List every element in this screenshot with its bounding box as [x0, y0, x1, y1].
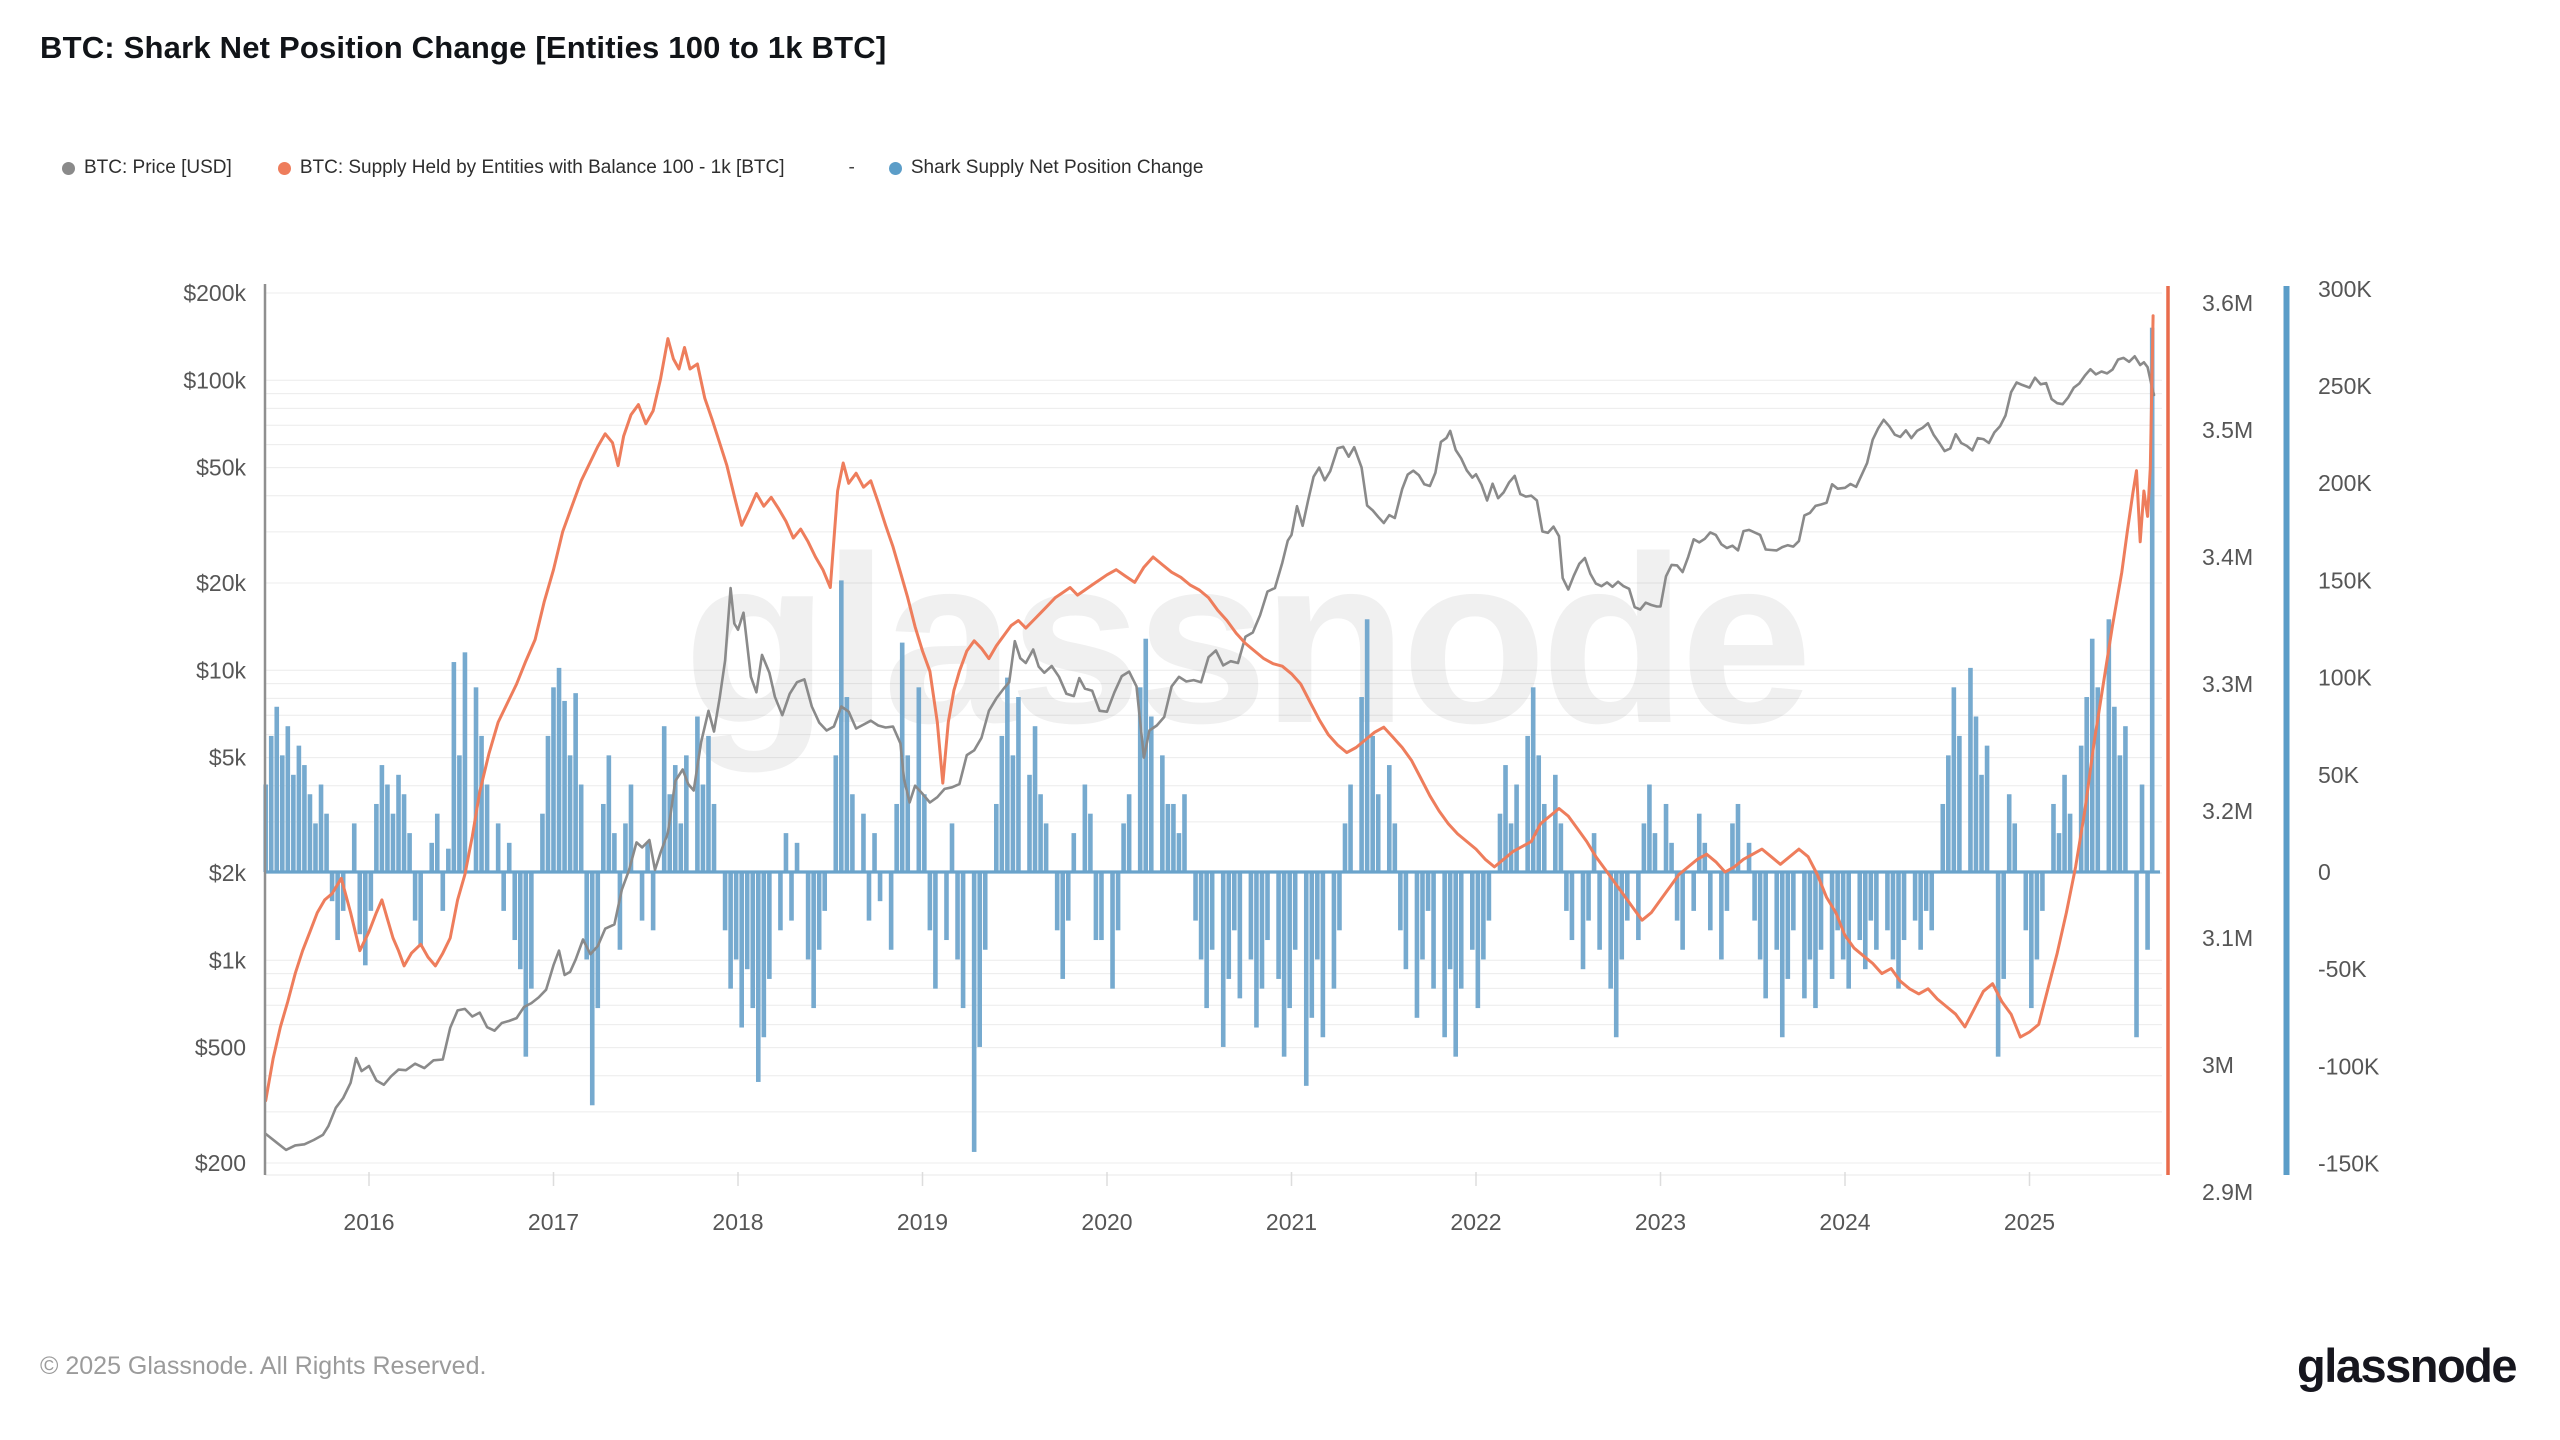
svg-text:$1k: $1k — [209, 947, 247, 973]
svg-text:3.3M: 3.3M — [2202, 671, 2253, 697]
copyright-text: © 2025 Glassnode. All Rights Reserved. — [40, 1352, 487, 1380]
svg-text:$50k: $50k — [196, 455, 246, 481]
npc-series-dot-icon — [888, 161, 902, 175]
svg-text:2023: 2023 — [1635, 1209, 1686, 1235]
watermark-text: glassnode — [683, 508, 1806, 773]
svg-text:2021: 2021 — [1266, 1209, 1317, 1235]
npc-bars — [263, 327, 2160, 1152]
legend-item-label: Shark Supply Net Position Change — [910, 157, 1204, 178]
supply-line — [264, 314, 2155, 1103]
axis-labels: $200k $100k $50k $20k $10k $5k $2k $1k $500 $200 3… — [183, 276, 2380, 1205]
svg-text:3.5M: 3.5M — [2202, 417, 2253, 443]
svg-text:$200: $200 — [195, 1150, 246, 1176]
svg-text:$500: $500 — [195, 1035, 246, 1061]
svg-text:3.1M: 3.1M — [2202, 925, 2253, 951]
svg-text:-50K: -50K — [2318, 956, 2367, 982]
legend-item-label: BTC: Price [USD] — [84, 157, 232, 178]
svg-text:3.4M: 3.4M — [2202, 544, 2253, 570]
svg-text:250K: 250K — [2318, 373, 2372, 399]
svg-text:$5k: $5k — [209, 745, 247, 771]
svg-text:$10k: $10k — [196, 657, 246, 683]
svg-text:2020: 2020 — [1081, 1209, 1132, 1235]
svg-text:$2k: $2k — [209, 860, 247, 886]
svg-text:2.9M: 2.9M — [2202, 1179, 2253, 1205]
page-title: BTC: Shark Net Position Change [Entities… — [40, 30, 887, 65]
svg-text:2019: 2019 — [897, 1209, 948, 1235]
svg-text:2016: 2016 — [343, 1209, 394, 1235]
svg-text:2017: 2017 — [528, 1209, 579, 1235]
svg-text:-100K: -100K — [2318, 1053, 2380, 1079]
svg-text:2024: 2024 — [1819, 1209, 1870, 1235]
svg-text:$20k: $20k — [196, 570, 246, 596]
svg-text:3.2M: 3.2M — [2202, 798, 2253, 824]
glassnode-logo: glassnode — [2297, 1339, 2517, 1392]
axis-lines — [263, 284, 2290, 1175]
supply-series-dot-icon — [277, 161, 291, 175]
svg-text:0: 0 — [2318, 859, 2331, 885]
svg-text:3.6M: 3.6M — [2202, 290, 2253, 316]
svg-text:300K: 300K — [2318, 276, 2372, 302]
svg-text:$200k: $200k — [183, 280, 246, 306]
x-axis: 2016 2017 2018 2019 2020 2021 2022 2023 2024 2025 — [343, 1172, 2055, 1235]
chart-legend: BTC: Price [USD] BTC: Supply Held by Ent… — [62, 157, 1249, 179]
svg-text:100K: 100K — [2318, 665, 2372, 691]
svg-text:150K: 150K — [2318, 567, 2372, 593]
svg-text:200K: 200K — [2318, 470, 2372, 496]
legend-item-price[interactable]: BTC: Price [USD] — [62, 157, 232, 179]
svg-text:2018: 2018 — [712, 1209, 763, 1235]
legend-separator: - — [848, 157, 855, 178]
svg-text:3M: 3M — [2202, 1052, 2234, 1078]
chart-plot-area[interactable]: glassnode $200k $100k $50k $20k $10k $5k $2k $1k… — [0, 0, 2560, 1260]
legend-item-supply[interactable]: BTC: Supply Held by Entities with Balanc… — [277, 157, 785, 179]
svg-text:-150K: -150K — [2318, 1151, 2380, 1177]
svg-text:2025: 2025 — [2004, 1209, 2055, 1235]
legend-item-npc[interactable]: Shark Supply Net Position Change — [888, 157, 1204, 179]
legend-item-label: BTC: Supply Held by Entities with Balanc… — [299, 157, 785, 178]
svg-text:$100k: $100k — [183, 367, 246, 393]
price-line — [264, 354, 2156, 1152]
svg-text:2022: 2022 — [1450, 1209, 1501, 1235]
svg-text:50K: 50K — [2318, 762, 2360, 788]
price-series-dot-icon — [62, 161, 75, 175]
